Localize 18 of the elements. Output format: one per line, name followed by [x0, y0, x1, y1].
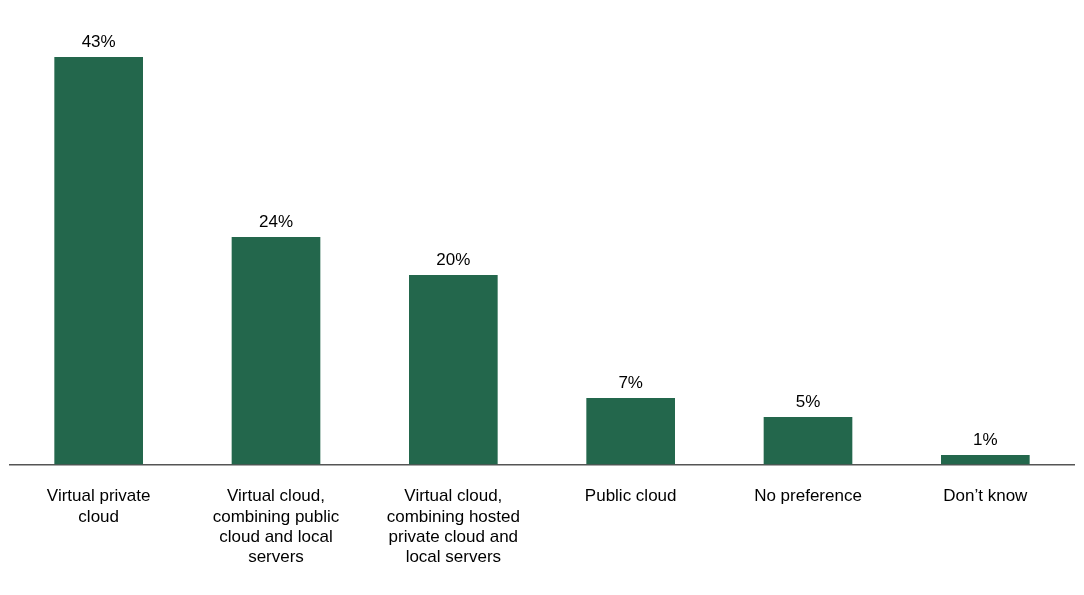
- data-label: 7%: [618, 373, 643, 393]
- bar: [763, 417, 853, 465]
- bar: [231, 236, 321, 465]
- bar: [409, 274, 498, 465]
- x-tick-label: Don’t know: [943, 486, 1029, 506]
- data-label: 1%: [973, 430, 998, 450]
- bar: [941, 454, 1030, 465]
- x-tick-label: Public cloud: [584, 486, 677, 506]
- bar: [586, 398, 675, 465]
- data-label: 24%: [258, 212, 294, 232]
- x-tick-label: No preference: [754, 486, 862, 506]
- data-label: 43%: [81, 32, 116, 52]
- data-label: 5%: [795, 392, 821, 412]
- x-tick-label: Virtual private cloud: [46, 486, 151, 526]
- bar: [54, 56, 143, 465]
- x-tick-label: Virtual cloud, combining hosted private cloud and local servers: [386, 486, 520, 567]
- data-label: 20%: [436, 250, 471, 270]
- x-tick-label: Virtual cloud, combining public cloud and local servers: [212, 486, 340, 567]
